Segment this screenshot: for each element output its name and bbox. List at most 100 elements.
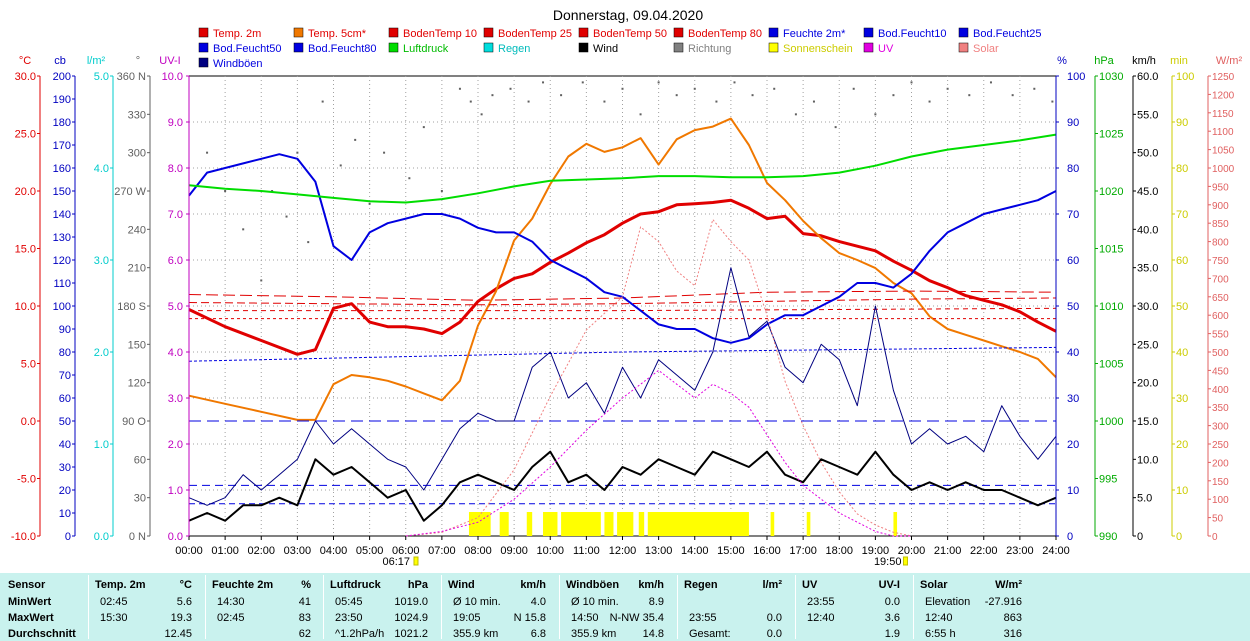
legend-swatch bbox=[673, 42, 684, 53]
sunrise-label: 06:17 bbox=[382, 556, 410, 568]
axis-tick-label-cb: 40 bbox=[59, 439, 71, 451]
direction-dot bbox=[852, 87, 855, 90]
x-tick-label: 21:00 bbox=[934, 545, 962, 557]
axis-tick-label-pressure: 1030 bbox=[1099, 71, 1123, 83]
axis-tick-label-cb: 0 bbox=[65, 531, 71, 543]
axis-tick-label-rain: 3.0 bbox=[94, 255, 109, 267]
stats-cell-time: 23:50 bbox=[335, 612, 363, 624]
direction-dot bbox=[260, 279, 263, 282]
series-line-temp-2m bbox=[188, 198, 1057, 356]
stats-header: Feuchte 2m bbox=[212, 579, 274, 591]
axis-tick-label-wind: 15.0 bbox=[1137, 416, 1158, 428]
direction-dot bbox=[408, 177, 411, 180]
legend-swatch bbox=[578, 27, 589, 38]
legend-label: Bod.Feucht50 bbox=[213, 43, 282, 55]
direction-dot bbox=[422, 126, 425, 129]
stats-cell-value: N 15.8 bbox=[513, 612, 546, 624]
axis-tick-label-cb: 110 bbox=[53, 278, 71, 290]
stats-cell-time: Gesamt: bbox=[689, 628, 731, 640]
axis-tick-label-temp: 15.0 bbox=[15, 244, 36, 256]
axis-tick-label-humidity: 30 bbox=[1067, 393, 1079, 405]
direction-dot bbox=[794, 113, 797, 116]
axis-tick-label-solar: 600 bbox=[1212, 311, 1229, 322]
direction-dot bbox=[560, 94, 563, 97]
axis-tick-label-solar: 550 bbox=[1212, 330, 1229, 341]
axis-tick-label-sun: 60 bbox=[1176, 255, 1188, 267]
axis-tick-label-cb: 10 bbox=[59, 508, 71, 520]
sunset-label: 19:50 bbox=[874, 556, 902, 568]
axis-tick-label-rain: 2.0 bbox=[94, 347, 109, 359]
x-tick-label: 06:00 bbox=[392, 545, 420, 557]
axis-tick-label-uv: 8.0 bbox=[168, 163, 183, 175]
axis-tick-label-solar: 750 bbox=[1212, 256, 1229, 267]
legend-label: BodenTemp 80 bbox=[688, 28, 762, 40]
direction-dot bbox=[773, 87, 776, 90]
series-line-uv bbox=[405, 369, 912, 537]
axis-tick-label-wind: 25.0 bbox=[1137, 339, 1158, 351]
axis-tick-label-solar: 450 bbox=[1212, 366, 1229, 377]
axis-tick-label-sun: 30 bbox=[1176, 393, 1188, 405]
direction-dot bbox=[603, 100, 606, 103]
stats-unit: °C bbox=[179, 579, 192, 591]
axis-tick-label-direction: 270 W bbox=[114, 186, 146, 198]
direction-dot bbox=[715, 100, 718, 103]
stats-cell-time: 12:40 bbox=[807, 612, 835, 624]
legend-label: Solar bbox=[973, 43, 999, 55]
chart-title: Donnerstag, 09.04.2020 bbox=[553, 7, 703, 23]
axis-tick-label-temp: 5.0 bbox=[21, 359, 36, 371]
stats-cell-value: 0.0 bbox=[766, 628, 782, 640]
axis-tick-label-pressure: 1000 bbox=[1099, 416, 1123, 428]
axes: 06:17 19:50 00:00 01:00 02:00 03:00 04:00 05:00… bbox=[11, 55, 1243, 568]
legend-swatch bbox=[198, 42, 209, 53]
axis-unit-sun: min bbox=[1170, 55, 1188, 67]
direction-dot bbox=[834, 126, 837, 129]
legend-label: Wind bbox=[593, 43, 618, 55]
stats-cell-time: 355.9 km bbox=[453, 628, 499, 640]
axis-tick-label-cb: 70 bbox=[59, 370, 71, 382]
axis-tick-label-direction: 180 S bbox=[117, 301, 146, 313]
stats-cell-time: 05:45 bbox=[335, 596, 363, 608]
x-tick-label: 20:00 bbox=[898, 545, 926, 557]
axis-tick-label-cb: 120 bbox=[53, 255, 71, 267]
legend-swatch bbox=[863, 42, 874, 53]
stats-header: Temp. 2m bbox=[95, 579, 146, 591]
axis-tick-label-rain: 5.0 bbox=[94, 71, 109, 83]
direction-dot bbox=[1011, 94, 1014, 97]
axis-unit-cb: cb bbox=[54, 55, 66, 67]
stats-cell-value: 1019.0 bbox=[394, 596, 428, 608]
axis-tick-label-solar: 650 bbox=[1212, 293, 1229, 304]
axis-unit-pressure: hPa bbox=[1094, 55, 1114, 67]
stats-header: Solar bbox=[920, 579, 948, 591]
stats-unit: UV-I bbox=[878, 579, 900, 591]
axis-tick-label-direction: 300 bbox=[128, 148, 146, 160]
direction-dot bbox=[989, 81, 992, 84]
legend-swatch bbox=[388, 42, 399, 53]
stats-header: UV bbox=[802, 579, 818, 591]
axis-tick-label-direction: 360 N bbox=[117, 71, 146, 83]
axis-tick-label-cb: 200 bbox=[53, 71, 71, 83]
direction-dot bbox=[285, 215, 288, 218]
stats-cell-time: 15:30 bbox=[100, 612, 128, 624]
axis-tick-label-rain: 4.0 bbox=[94, 163, 109, 175]
axis-tick-label-humidity: 90 bbox=[1067, 117, 1079, 129]
axis-tick-label-cb: 20 bbox=[59, 485, 71, 497]
axis-tick-label-humidity: 20 bbox=[1067, 439, 1079, 451]
direction-dot bbox=[206, 151, 209, 154]
axis-tick-label-cb: 140 bbox=[53, 209, 71, 221]
stats-separator bbox=[913, 575, 914, 639]
axis-tick-label-temp: 10.0 bbox=[15, 301, 36, 313]
stats-cell-value: 1024.9 bbox=[394, 612, 428, 624]
sunshine-block bbox=[893, 512, 898, 536]
axis-tick-label-direction: 90 O bbox=[122, 416, 146, 428]
x-tick-label: 07:00 bbox=[428, 545, 456, 557]
axis-tick-label-direction: 150 bbox=[128, 339, 146, 351]
axis-tick-label-pressure: 990 bbox=[1099, 531, 1117, 543]
axis-tick-label-solar: 250 bbox=[1212, 440, 1229, 451]
stats-cell-time: 23:55 bbox=[689, 612, 717, 624]
axis-unit-rain: l/m² bbox=[87, 55, 106, 67]
stats-cell-time: 14:50 bbox=[571, 612, 599, 624]
direction-dot bbox=[542, 81, 545, 84]
axis-tick-label-temp: -5.0 bbox=[17, 474, 36, 486]
axis-tick-label-solar: 150 bbox=[1212, 477, 1229, 488]
legend-swatch bbox=[293, 27, 304, 38]
